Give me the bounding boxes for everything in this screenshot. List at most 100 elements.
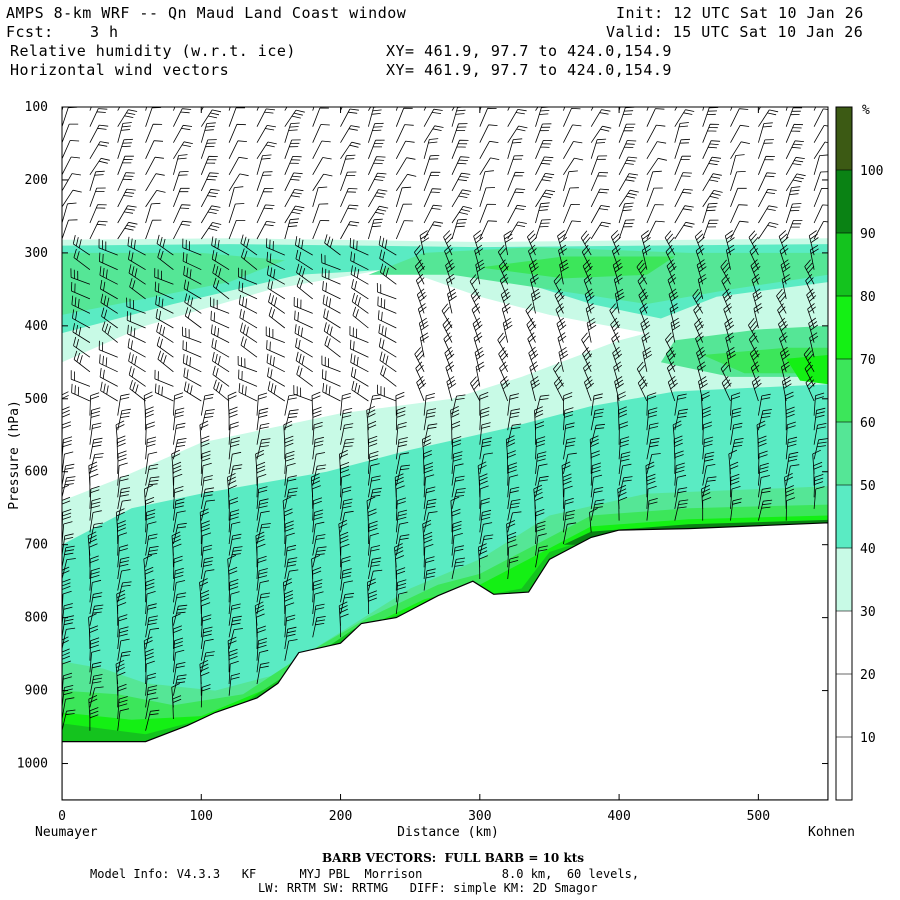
wind-barb [89, 453, 104, 474]
wind-barb [528, 244, 537, 270]
wind-barb [228, 186, 244, 208]
colorbar-swatch [836, 107, 852, 170]
wind-barb [173, 392, 184, 416]
wind-barb [156, 336, 174, 358]
wind-barb [507, 109, 527, 127]
wind-barb [674, 188, 693, 208]
wind-barb [368, 545, 381, 568]
wind-barb [173, 592, 187, 615]
wind-barb [590, 188, 610, 208]
wind-barb [500, 376, 511, 402]
wind-barb [444, 244, 453, 270]
x-tick-label: 400 [607, 809, 630, 824]
wind-barb [451, 557, 466, 580]
wind-barb [145, 202, 161, 224]
wind-barb [284, 139, 301, 159]
wind-barb [563, 141, 583, 160]
wind-barb [228, 107, 246, 127]
wind-barb [212, 365, 230, 387]
wind-barb [499, 361, 509, 387]
wind-barb [310, 473, 321, 498]
wind-barb [368, 122, 384, 143]
wind-barb [758, 409, 772, 431]
wind-barb [340, 171, 357, 192]
wind-barb [499, 273, 509, 300]
wind-barb [72, 235, 91, 256]
wind-barb [673, 435, 683, 460]
wind-barb [101, 307, 118, 329]
wind-barb [589, 508, 598, 533]
xy-range-1: XY= 461.9, 97.7 to 424.0,154.9 [386, 42, 672, 60]
wind-barb [507, 204, 527, 224]
wind-barb [807, 303, 816, 329]
wind-barb [145, 521, 157, 545]
wind-barb [62, 496, 71, 521]
wind-barb [340, 188, 358, 208]
wind-barb [321, 267, 341, 285]
wind-barb [479, 124, 498, 143]
wind-barb [668, 288, 679, 314]
wind-barb [89, 510, 102, 533]
wind-barb [284, 639, 298, 661]
wind-barb [778, 317, 788, 343]
wind-barb [813, 392, 825, 416]
wind-barb [646, 220, 665, 240]
wind-barb [674, 107, 678, 111]
wind-barb [117, 683, 127, 708]
wind-barb [698, 376, 708, 402]
wind-barb [89, 473, 99, 498]
wind-barb [349, 237, 369, 256]
wind-barb [395, 140, 415, 159]
wind-barb [471, 303, 481, 329]
wind-barb [450, 406, 460, 431]
wind-barb [423, 474, 435, 498]
wind-barb [667, 375, 678, 402]
colorbar-swatch [836, 611, 852, 800]
wind-barb [284, 394, 298, 416]
wind-barb [646, 407, 658, 431]
wind-barb [498, 259, 509, 285]
wind-barb [479, 187, 496, 208]
wind-barb [423, 204, 443, 224]
wind-barb [507, 393, 519, 416]
wind-barb [694, 230, 705, 256]
wind-barb [200, 188, 220, 208]
y-tick-label: 1000 [17, 757, 48, 772]
wind-barb [145, 533, 158, 556]
wind-barb [89, 392, 100, 416]
wind-barb [637, 274, 648, 300]
wind-barb [200, 222, 222, 240]
wind-barb [340, 556, 351, 580]
wind-barb [500, 288, 511, 314]
wind-barb [228, 220, 246, 240]
wind-barb [780, 346, 790, 372]
wind-barb [451, 451, 463, 474]
wind-barb [62, 140, 80, 159]
wind-barb [182, 252, 202, 271]
wind-barb [145, 436, 157, 460]
wind-barb [228, 140, 247, 159]
wind-barb [646, 422, 659, 445]
wind-barb [395, 186, 412, 208]
wind-barb [73, 336, 91, 358]
wind-barb [506, 450, 516, 474]
wind-barb [730, 220, 749, 240]
terrain-mask [62, 522, 828, 800]
wind-barb [237, 355, 258, 373]
wind-barb [256, 108, 276, 127]
wind-barb [479, 509, 492, 533]
wind-barb [62, 312, 63, 314]
wind-barb [528, 259, 539, 285]
wind-barb [535, 219, 551, 240]
wind-barb [266, 238, 285, 256]
wind-barb [395, 497, 407, 521]
field-rh-label: Relative humidity (w.r.t. ice) [10, 42, 296, 60]
y-tick-label: 400 [25, 319, 48, 334]
wind-barb [726, 347, 736, 372]
wind-barb [646, 473, 656, 498]
wind-barb [154, 268, 174, 285]
x-tick-label: 200 [329, 809, 352, 824]
wind-barb [73, 350, 91, 373]
wind-barb [590, 408, 604, 431]
wind-barb [813, 423, 827, 445]
